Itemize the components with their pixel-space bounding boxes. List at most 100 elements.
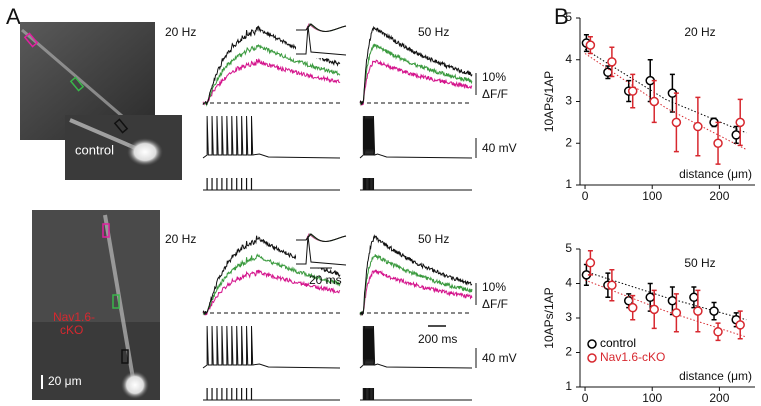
fluorescence-trace bbox=[359, 254, 473, 317]
marker bbox=[607, 280, 617, 290]
dendrite bbox=[103, 214, 137, 391]
frequency-label: 50 Hz bbox=[418, 25, 449, 39]
y-tick-label: 5 bbox=[565, 10, 572, 24]
fluorescence-trace bbox=[359, 234, 473, 316]
dendrite bbox=[69, 118, 141, 152]
inset-frame bbox=[296, 232, 346, 268]
fluorescence-trace bbox=[202, 253, 341, 316]
image bbox=[32, 210, 160, 322]
marker bbox=[607, 57, 617, 67]
inset-trace bbox=[296, 23, 347, 32]
y-tick-label: 3 bbox=[565, 310, 572, 324]
voltage-trace bbox=[359, 115, 473, 159]
x-tick-label: 100 bbox=[642, 189, 662, 203]
x-axis-label: distance (μm) bbox=[679, 167, 752, 181]
marker bbox=[709, 306, 719, 316]
y-axis-label: 10APs/1AP bbox=[542, 287, 556, 348]
x-tick-label: 200 bbox=[709, 189, 729, 203]
roi bbox=[113, 118, 129, 134]
inset-voltage bbox=[296, 25, 347, 56]
marker bbox=[689, 292, 699, 303]
roi bbox=[23, 32, 39, 48]
y-tick-label: 1 bbox=[565, 379, 572, 393]
legend-label: Nav1.6-cKO bbox=[600, 350, 665, 364]
x-axis-label: distance (μm) bbox=[679, 369, 752, 383]
marker bbox=[693, 121, 703, 132]
marker bbox=[649, 304, 659, 315]
frequency-label: 50 Hz bbox=[418, 232, 449, 246]
legend-marker bbox=[587, 339, 597, 349]
y-tick-label: 2 bbox=[565, 345, 572, 359]
marker bbox=[735, 117, 745, 128]
fluorescence-trace bbox=[359, 43, 473, 106]
scale-label: 20 ms bbox=[309, 273, 342, 287]
scale-label: 10% bbox=[482, 280, 506, 294]
marker bbox=[713, 327, 723, 337]
fluorescence-trace bbox=[359, 269, 473, 316]
scale-label: 40 mV bbox=[482, 351, 517, 365]
panel-label: B bbox=[554, 4, 569, 29]
inset-voltage bbox=[296, 235, 347, 266]
scale-label: 10% bbox=[482, 70, 506, 84]
fluorescence-trace bbox=[202, 57, 341, 106]
y-tick-label: 1 bbox=[565, 177, 572, 191]
legend-marker bbox=[587, 353, 597, 363]
marker bbox=[649, 96, 659, 107]
voltage-trace bbox=[359, 325, 473, 369]
marker bbox=[645, 292, 655, 303]
y-tick-label: 5 bbox=[565, 241, 572, 255]
marker bbox=[667, 296, 678, 306]
fluorescence-trace bbox=[202, 269, 341, 316]
fluorescence-trace bbox=[359, 59, 473, 107]
scale-label: ΔF/F bbox=[482, 297, 508, 311]
marker bbox=[693, 306, 703, 316]
marker bbox=[731, 130, 741, 140]
scale-label: 200 ms bbox=[418, 332, 457, 346]
marker bbox=[603, 67, 613, 78]
fluorescence-trace bbox=[202, 43, 341, 107]
legend-label: control bbox=[600, 336, 636, 350]
scale-bar-label: 20 μm bbox=[48, 374, 82, 388]
y-tick-label: 4 bbox=[565, 276, 572, 290]
soma bbox=[127, 138, 163, 166]
marker bbox=[713, 138, 723, 148]
roi bbox=[121, 349, 129, 364]
voltage-trace bbox=[202, 115, 341, 159]
y-axis-label: 10APs/1AP bbox=[542, 71, 556, 132]
roi bbox=[102, 223, 110, 238]
image-label: cKO bbox=[60, 323, 83, 337]
chart-title: 20 Hz bbox=[684, 25, 715, 39]
voltage-trace bbox=[202, 325, 341, 369]
fit-line bbox=[584, 270, 747, 321]
image-label: control bbox=[75, 142, 114, 157]
x-tick-label: 0 bbox=[582, 391, 589, 405]
y-tick-label: 4 bbox=[565, 52, 572, 66]
inset-frame bbox=[296, 22, 346, 58]
fluorescence-trace bbox=[359, 25, 473, 105]
y-tick-label: 2 bbox=[565, 135, 572, 149]
soma bbox=[121, 371, 149, 399]
roi bbox=[112, 294, 120, 309]
scale-label: 40 mV bbox=[482, 141, 517, 155]
chart-title: 50 Hz bbox=[684, 256, 715, 270]
scale-label: ΔF/F bbox=[482, 87, 508, 101]
x-tick-label: 0 bbox=[582, 189, 589, 203]
panel-label: A bbox=[6, 4, 21, 29]
marker bbox=[585, 40, 596, 50]
frequency-label: 20 Hz bbox=[165, 25, 196, 39]
marker bbox=[671, 117, 682, 128]
marker bbox=[735, 320, 745, 330]
marker bbox=[671, 308, 682, 318]
image-label: Nav1.6- bbox=[53, 310, 95, 324]
frequency-label: 20 Hz bbox=[165, 232, 196, 246]
roi bbox=[69, 76, 85, 92]
marker bbox=[627, 302, 638, 313]
marker bbox=[585, 258, 596, 268]
marker bbox=[627, 86, 638, 96]
x-tick-label: 200 bbox=[709, 391, 729, 405]
x-tick-label: 100 bbox=[642, 391, 662, 405]
inset-trace bbox=[296, 233, 347, 242]
y-tick-label: 3 bbox=[565, 94, 572, 108]
